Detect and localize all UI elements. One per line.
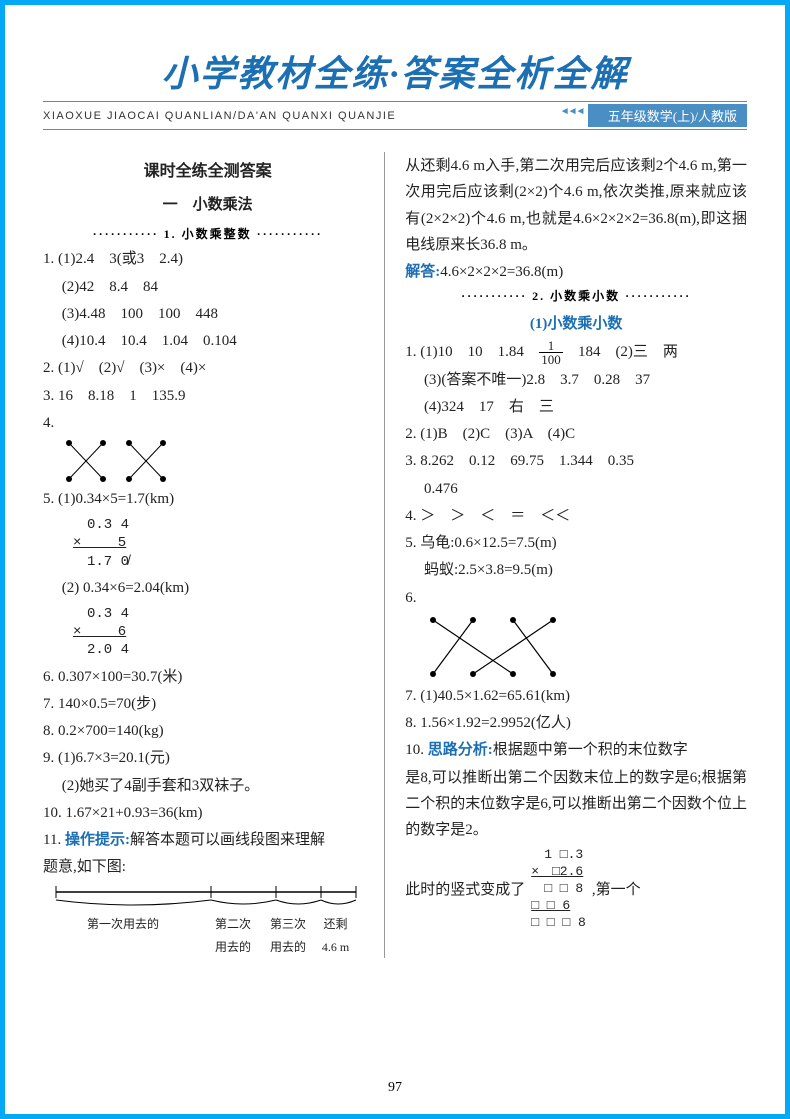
vcalc1-row: 1.7 0̸ bbox=[73, 553, 372, 571]
hint-label: 操作提示: bbox=[65, 832, 130, 848]
r-explain: 从还剩4.6 m入手,第二次用完后应该剩2个4.6 m,第一次用完后应该剩(2×… bbox=[405, 153, 747, 258]
v3r: □ □ □ 8 bbox=[531, 915, 586, 932]
vcalc1-row: × 5 bbox=[73, 534, 372, 552]
rq8: 8. 1.56×1.92=2.9952(亿人) bbox=[405, 710, 747, 736]
rq1: 1. (1)10 10 1.84 1100 184 (2)三 两 bbox=[405, 339, 747, 366]
vcalc1-row: 0.3 4 bbox=[73, 516, 372, 534]
vcalc-2: 0.3 4 × 6 2.0 4 bbox=[73, 605, 372, 660]
vcalc2-row: 2.0 4 bbox=[73, 641, 372, 659]
rq5: 5. 乌龟:0.6×12.5=7.5(m) bbox=[405, 530, 747, 556]
vcalc2-row: × 6 bbox=[73, 623, 372, 641]
cap3: 第三次 bbox=[263, 914, 313, 935]
v3r: □ □ 6 bbox=[531, 898, 586, 915]
rq1b: 184 (2)三 两 bbox=[563, 344, 678, 360]
rq10a: 根据题中第一个积的末位数字 bbox=[493, 742, 688, 758]
v3r: 1 □.3 bbox=[531, 847, 586, 864]
q4-label: 4. bbox=[43, 410, 372, 436]
v3r: × □2.6 bbox=[531, 864, 586, 881]
q5b: (2) 0.34×6=2.04(km) bbox=[43, 575, 372, 601]
cap4b: 4.6 m bbox=[313, 937, 358, 958]
q4-diagram bbox=[61, 437, 171, 485]
rq3: 3. 8.262 0.12 69.75 1.344 0.35 bbox=[405, 448, 747, 474]
rq10-num: 10. bbox=[405, 742, 428, 758]
q1c: (3)4.48 100 100 448 bbox=[43, 301, 372, 327]
pinyin: XIAOXUE JIAOCAI QUANLIAN/DA'AN QUANXI QU… bbox=[43, 110, 396, 122]
sub-bar: XIAOXUE JIAOCAI QUANLIAN/DA'AN QUANXI QU… bbox=[43, 101, 747, 130]
q11: 11. 操作提示:解答本题可以画线段图来理解 bbox=[43, 827, 372, 853]
cap4: 还剩 bbox=[313, 914, 358, 935]
frac-d: 100 bbox=[539, 352, 563, 366]
q8: 8. 0.2×700=140(kg) bbox=[43, 718, 372, 744]
q1a: 1. (1)2.4 3(或3 2.4) bbox=[43, 246, 372, 272]
vcalc2-row: 0.3 4 bbox=[73, 605, 372, 623]
q3: 3. 16 8.18 1 135.9 bbox=[43, 383, 372, 409]
right-column: 从还剩4.6 m入手,第二次用完后应该剩2个4.6 m,第一次用完后应该剩(2×… bbox=[405, 152, 747, 958]
rq4: 4. ＞ ＞ ＜ ＝ ＜＜ bbox=[405, 503, 747, 529]
answer-val: 4.6×2×2×2=36.8(m) bbox=[440, 264, 563, 280]
q1b: (2)42 8.4 84 bbox=[43, 274, 372, 300]
cap3b: 用去的 bbox=[263, 937, 313, 958]
rq6-label: 6. bbox=[405, 585, 747, 611]
chapter-title: 一 小数乘法 bbox=[43, 192, 372, 218]
section-title: 课时全练全测答案 bbox=[43, 158, 372, 186]
rq10-tail: 此时的竖式变成了 1 □.3 × □2.6 □ □ 8 □ □ 6 □ □ □ … bbox=[405, 847, 747, 931]
grade-tag: 五年级数学(上)/人教版 bbox=[588, 104, 747, 127]
q11-num: 11. bbox=[43, 832, 65, 848]
rq10: 10. 思路分析:根据题中第一个积的末位数字 bbox=[405, 737, 747, 763]
left-column: 课时全练全测答案 一 小数乘法 ··········· 1. 小数乘整数 ···… bbox=[43, 152, 385, 958]
page-number: 97 bbox=[388, 1080, 402, 1096]
vcalc-3: 1 □.3 × □2.6 □ □ 8 □ □ 6 □ □ □ 8 bbox=[531, 847, 586, 931]
q9a: 9. (1)6.7×3=20.1(元) bbox=[43, 745, 372, 771]
rq6-diagram bbox=[423, 612, 573, 682]
rq2: 2. (1)B (2)C (3)A (4)C bbox=[405, 421, 747, 447]
q9b: (2)她买了4副手套和3双袜子。 bbox=[43, 773, 372, 799]
rq10b: 是8,可以推断出第二个因数末位上的数字是6;根据第二个积的末位数字是6,可以推断… bbox=[405, 765, 747, 844]
v3r: □ □ 8 bbox=[531, 881, 586, 898]
q5a: 5. (1)0.34×5=1.7(km) bbox=[43, 486, 372, 512]
segment-captions2: 用去的 用去的 4.6 m bbox=[43, 937, 372, 958]
rq7: 7. (1)40.5×1.62=65.61(km) bbox=[405, 683, 747, 709]
segment-captions: 第一次用去的 第二次 第三次 还剩 bbox=[43, 914, 372, 935]
content-columns: 课时全练全测答案 一 小数乘法 ··········· 1. 小数乘整数 ···… bbox=[43, 152, 747, 958]
rq1a: 1. (1)10 10 1.84 bbox=[405, 344, 539, 360]
rq10-hint: 思路分析: bbox=[428, 742, 493, 758]
rq3b: 0.476 bbox=[405, 476, 747, 502]
rq1d: (4)324 17 右 三 bbox=[405, 394, 747, 420]
q10: 10. 1.67×21+0.93=36(km) bbox=[43, 800, 372, 826]
q6: 6. 0.307×100=30.7(米) bbox=[43, 664, 372, 690]
cap1: 第一次用去的 bbox=[43, 914, 203, 935]
q1d: (4)10.4 10.4 1.04 0.104 bbox=[43, 328, 372, 354]
q7: 7. 140×0.5=70(步) bbox=[43, 691, 372, 717]
answer-label: 解答: bbox=[405, 264, 440, 280]
topic-2: ··········· 2. 小数乘小数 ··········· bbox=[405, 286, 747, 307]
rq1c: (3)(答案不唯一)2.8 3.7 0.28 37 bbox=[405, 367, 747, 393]
cap2: 第二次 bbox=[203, 914, 263, 935]
tail-text2: ,第一个 bbox=[592, 847, 641, 903]
segment-diagram bbox=[51, 882, 361, 912]
q11-text: 解答本题可以画线段图来理解 bbox=[130, 832, 325, 848]
q11c: 题意,如下图: bbox=[43, 854, 372, 880]
subtopic: (1)小数乘小数 bbox=[405, 311, 747, 337]
rq5b: 蚂蚁:2.5×3.8=9.5(m) bbox=[405, 557, 747, 583]
header: 小学教材全练·答案全析全解 XIAOXUE JIAOCAI QUANLIAN/D… bbox=[43, 45, 747, 130]
main-title: 小学教材全练·答案全析全解 bbox=[43, 45, 747, 97]
vcalc-1: 0.3 4 × 5 1.7 0̸ bbox=[73, 516, 372, 571]
q2: 2. (1)√ (2)√ (3)× (4)× bbox=[43, 355, 372, 381]
frac-n: 1 bbox=[548, 338, 555, 353]
r-answer: 解答:4.6×2×2×2=36.8(m) bbox=[405, 259, 747, 285]
topic-1: ··········· 1. 小数乘整数 ··········· bbox=[43, 224, 372, 245]
cap2b: 用去的 bbox=[203, 937, 263, 958]
tail-text: 此时的竖式变成了 bbox=[405, 847, 525, 903]
page: 小学教材全练·答案全析全解 XIAOXUE JIAOCAI QUANLIAN/D… bbox=[5, 5, 785, 1114]
